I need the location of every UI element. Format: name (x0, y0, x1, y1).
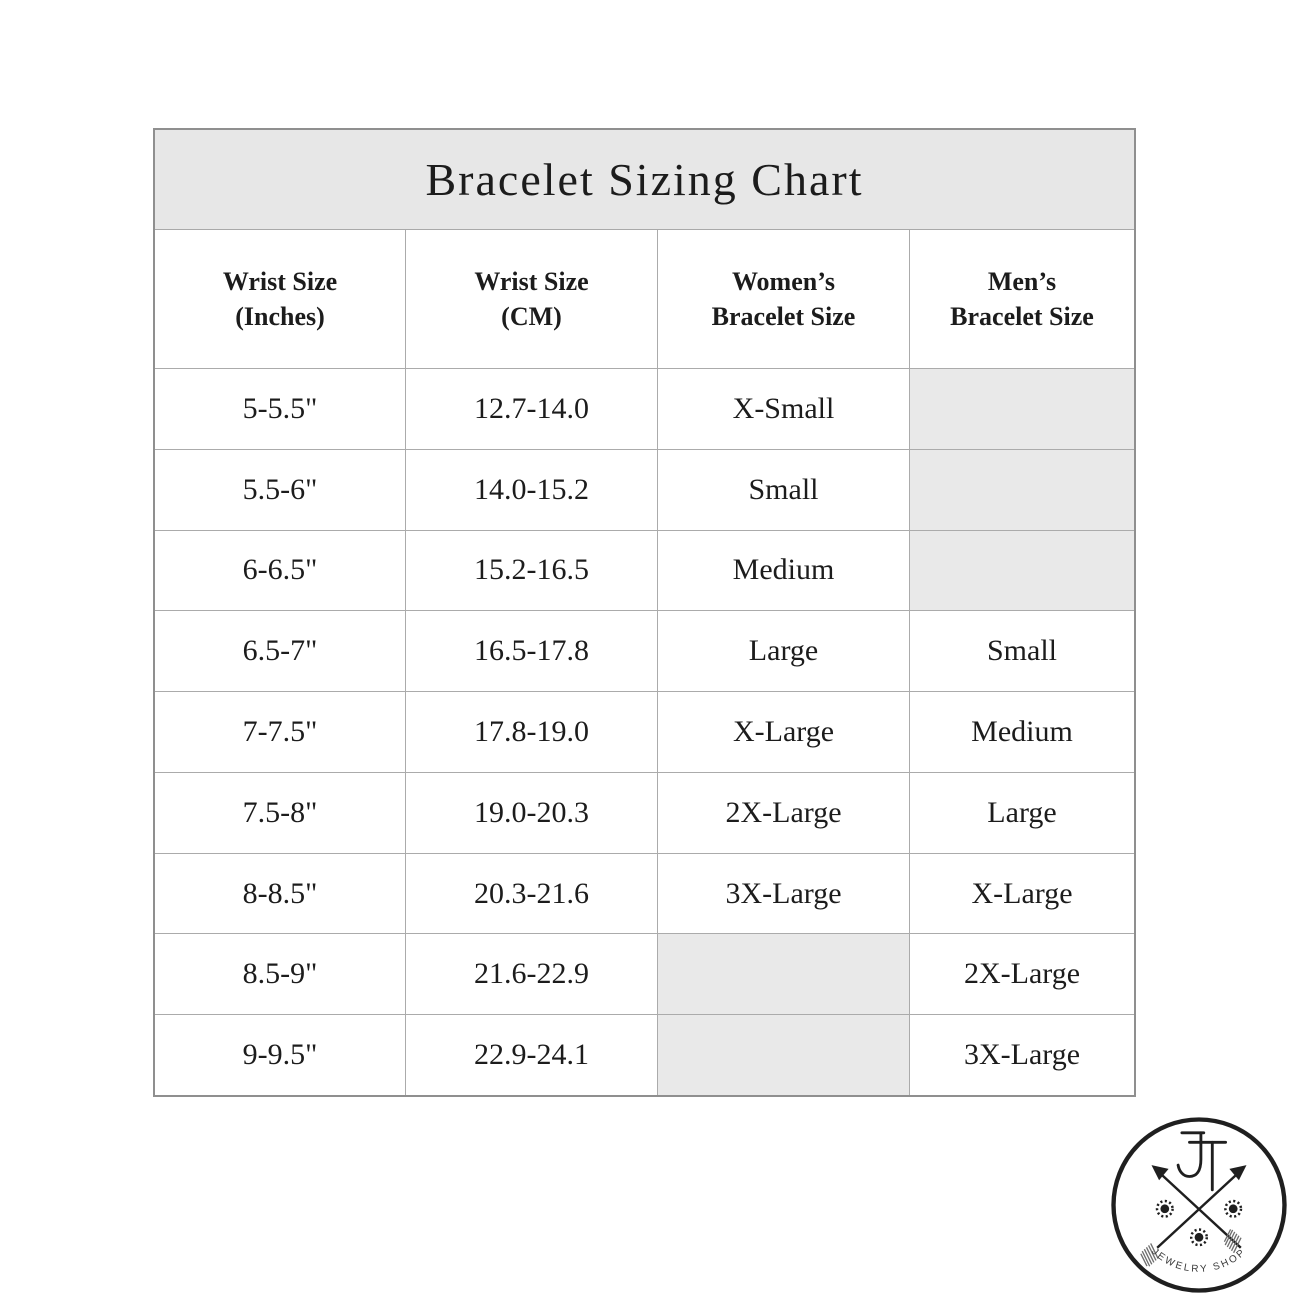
table-cell: X-Large (657, 692, 909, 772)
table-cell: Small (657, 449, 909, 530)
table-cell: Large (657, 611, 909, 692)
table-header-row: Wrist Size (Inches) Wrist Size (CM) Wome… (155, 230, 1134, 368)
column-header-womens-size: Women’s Bracelet Size (657, 230, 909, 368)
arrow-feather-icon (1223, 1229, 1242, 1254)
logo-circle (1111, 1117, 1287, 1293)
table-row: 8.5-9" 21.6-22.9 2X-Large (155, 933, 1134, 1015)
table-cell: 17.8-19.0 (405, 692, 657, 772)
gem-dots-icon (1155, 1199, 1243, 1247)
table-cell: Large (909, 772, 1134, 853)
table-cell: 7.5-8" (155, 772, 405, 853)
table-cell (909, 449, 1134, 530)
table-cell: 5-5.5" (155, 369, 405, 449)
table-cell: 21.6-22.9 (405, 934, 657, 1015)
table-cell (909, 530, 1134, 611)
table-row: 6.5-7" 16.5-17.8 Large Small (155, 610, 1134, 692)
table-cell: 9-9.5" (155, 1015, 405, 1096)
table-cell: 12.7-14.0 (405, 369, 657, 449)
table-cell: 6.5-7" (155, 611, 405, 692)
table-row: 5.5-6" 14.0-15.2 Small (155, 448, 1134, 530)
table-cell: 5.5-6" (155, 449, 405, 530)
table-cell: 14.0-15.2 (405, 449, 657, 530)
table-row: 8-8.5" 20.3-21.6 3X-Large X-Large (155, 852, 1134, 934)
table-cell: 20.3-21.6 (405, 853, 657, 934)
table-cell (909, 369, 1134, 449)
jewelry-shop-logo: JEWELRY SHOP (1104, 1110, 1294, 1300)
table-title: Bracelet Sizing Chart (425, 154, 864, 205)
table-row: 5-5.5" 12.7-14.0 X-Small (155, 368, 1134, 449)
table-cell: 16.5-17.8 (405, 611, 657, 692)
column-header-mens-size: Men’s Bracelet Size (909, 230, 1134, 368)
table-row: 6-6.5" 15.2-16.5 Medium (155, 529, 1134, 611)
arrow-feather-icon (1140, 1243, 1159, 1267)
table-cell: X-Small (657, 369, 909, 449)
table-cell (657, 1015, 909, 1096)
bracelet-sizing-table: Bracelet Sizing Chart Wrist Size (Inches… (153, 128, 1136, 1097)
table-cell: X-Large (909, 853, 1134, 934)
table-cell: 2X-Large (909, 934, 1134, 1015)
table-cell: 22.9-24.1 (405, 1015, 657, 1096)
table-cell (657, 934, 909, 1015)
table-row: 7.5-8" 19.0-20.3 2X-Large Large (155, 771, 1134, 853)
table-cell: 7-7.5" (155, 692, 405, 772)
table-row: 7-7.5" 17.8-19.0 X-Large Medium (155, 691, 1134, 772)
jt-monogram-icon (1176, 1131, 1228, 1192)
logo-stamp-icon: JEWELRY SHOP (1111, 1117, 1287, 1293)
table-cell: Small (909, 611, 1134, 692)
column-header-wrist-cm: Wrist Size (CM) (405, 230, 657, 368)
table-cell: 8.5-9" (155, 934, 405, 1015)
table-cell: 3X-Large (657, 853, 909, 934)
table-cell: 8-8.5" (155, 853, 405, 934)
table-title-band: Bracelet Sizing Chart (155, 130, 1134, 230)
column-header-wrist-inches: Wrist Size (Inches) (155, 230, 405, 368)
table-cell: 3X-Large (909, 1015, 1134, 1096)
table-row: 9-9.5" 22.9-24.1 3X-Large (155, 1014, 1134, 1096)
table-body: 5-5.5" 12.7-14.0 X-Small 5.5-6" 14.0-15.2 Sma… (155, 368, 1134, 1096)
table-cell: Medium (657, 530, 909, 611)
table-cell: 19.0-20.3 (405, 772, 657, 853)
table-cell: 15.2-16.5 (405, 530, 657, 611)
table-cell: Medium (909, 692, 1134, 772)
table-cell: 6-6.5" (155, 530, 405, 611)
table-cell: 2X-Large (657, 772, 909, 853)
crossed-arrows-icon (1140, 1165, 1247, 1267)
